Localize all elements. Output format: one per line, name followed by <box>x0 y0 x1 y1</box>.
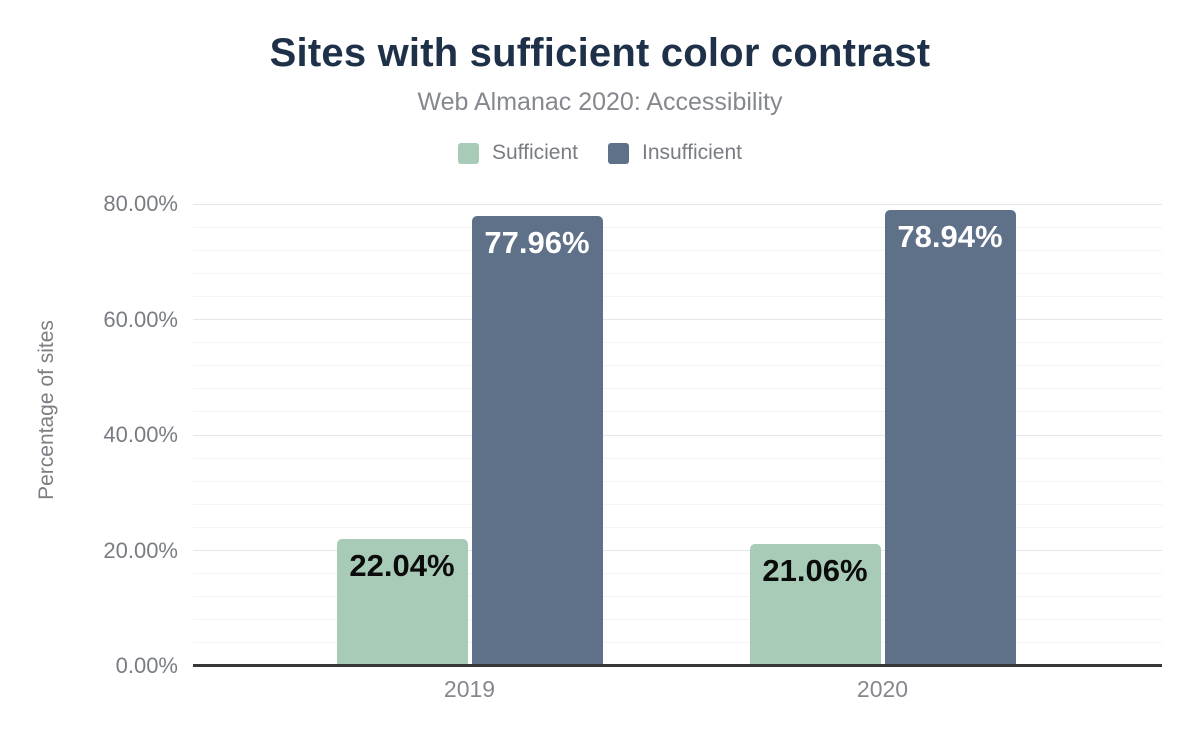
y-axis-tick-label: 40.00% <box>103 422 178 448</box>
x-axis-line <box>193 664 1162 667</box>
y-axis-title: Percentage of sites <box>35 320 58 500</box>
gridline-minor <box>193 619 1162 621</box>
gridline-minor <box>193 411 1162 413</box>
legend-label: Insufficient <box>641 141 742 164</box>
gridline-minor <box>193 480 1162 482</box>
chart-title: Sites with sufficient color contrast <box>269 31 931 75</box>
bar-value-label: 22.04% <box>349 547 455 583</box>
chart-subtitle: Web Almanac 2020: Accessibility <box>417 88 783 116</box>
legend-item-insufficient: Insufficient <box>607 141 742 165</box>
bar-insufficient-2019: 77.96% <box>471 215 603 666</box>
gridline-major <box>193 319 1162 321</box>
legend: Sufficient Insufficient <box>0 141 1200 165</box>
gridline-minor <box>193 388 1162 390</box>
x-axis-tick-label: 2020 <box>856 676 909 702</box>
plot-area: 22.04% 77.96% 21.06% 78.94% <box>193 181 1162 667</box>
bar-sufficient-2020: 21.06% <box>749 544 881 666</box>
bar-sufficient-2019: 22.04% <box>336 538 468 666</box>
bar-value-label: 77.96% <box>484 224 590 260</box>
gridline-minor <box>193 457 1162 459</box>
gridline-minor <box>193 342 1162 344</box>
gridline-major <box>193 203 1162 205</box>
gridline-minor <box>193 295 1162 297</box>
legend-item-sufficient: Sufficient <box>457 141 578 165</box>
bar-value-label: 78.94% <box>897 219 1003 255</box>
gridline-minor <box>193 272 1162 274</box>
gridline-minor <box>193 596 1162 598</box>
bar-value-label: 21.06% <box>762 553 868 589</box>
gridline-major <box>193 550 1162 552</box>
gridline-minor <box>193 526 1162 528</box>
gridline-minor <box>193 226 1162 228</box>
y-axis-tick-label: 0.00% <box>115 653 178 678</box>
bar-insufficient-2020: 78.94% <box>884 210 1016 666</box>
gridline-minor <box>193 503 1162 505</box>
gridline-minor <box>193 573 1162 575</box>
y-axis-tick-label: 20.00% <box>103 537 178 563</box>
legend-swatch-icon <box>457 142 479 164</box>
legend-label: Sufficient <box>491 141 578 164</box>
gridline-minor <box>193 249 1162 251</box>
y-axis-tick-label: 60.00% <box>103 306 178 332</box>
gridline-minor <box>193 642 1162 644</box>
legend-swatch-icon <box>607 142 629 164</box>
gridline-minor <box>193 365 1162 367</box>
gridline-major <box>193 434 1162 436</box>
x-axis-tick-label: 2019 <box>443 676 496 702</box>
y-axis-tick-label: 80.00% <box>103 191 178 217</box>
